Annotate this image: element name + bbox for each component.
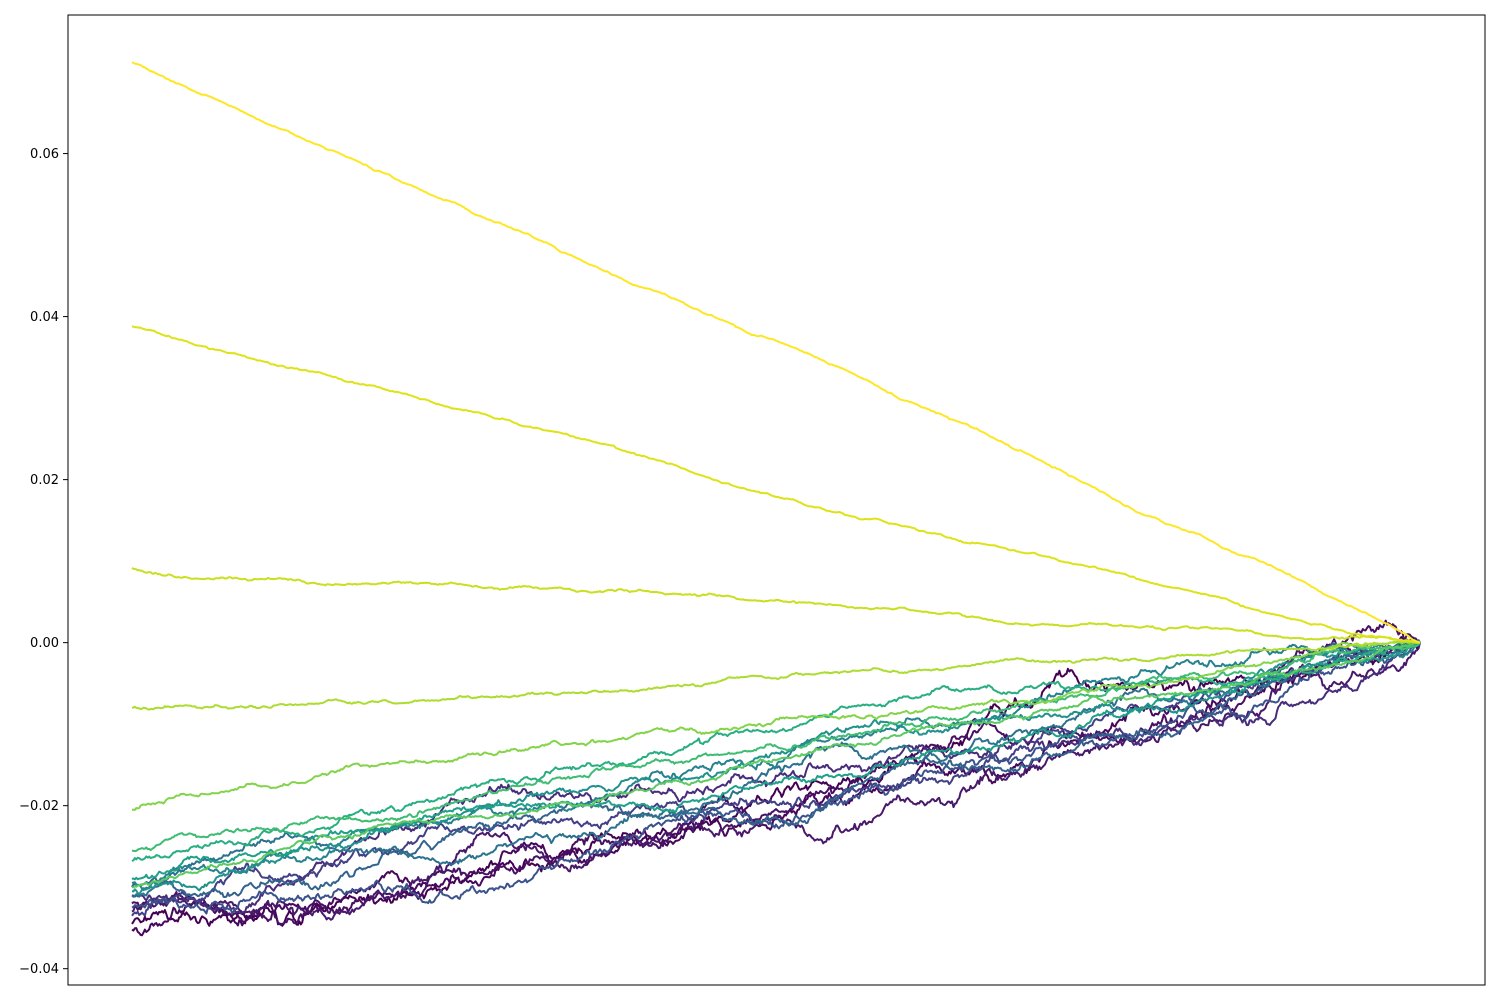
y-tick-label: −0.04 (19, 962, 59, 977)
series-line-1 (131, 641, 1421, 927)
y-tick-label: 0.04 (30, 310, 59, 325)
series-line-7 (131, 641, 1421, 915)
series-line-15 (131, 640, 1421, 889)
series-line-11 (131, 640, 1421, 896)
series-lines (131, 61, 1421, 937)
series-line-20 (131, 61, 1421, 644)
series-line-16 (131, 639, 1421, 811)
series-line-4 (131, 642, 1421, 921)
y-tick-label: 0.00 (30, 636, 59, 651)
series-line-14 (131, 641, 1421, 853)
series-line-18 (131, 566, 1421, 644)
y-tick-label: −0.02 (19, 799, 59, 814)
series-line-19 (131, 325, 1421, 644)
series-line-17 (131, 640, 1421, 711)
series-line-12 (131, 641, 1421, 881)
plot-frame (67, 14, 1486, 986)
series-line-5 (131, 641, 1421, 915)
y-tick-label: 0.02 (30, 473, 59, 488)
series-line-8 (131, 641, 1421, 898)
y-tick-label: 0.06 (30, 147, 59, 162)
series-line-13 (131, 641, 1421, 862)
y-axis: −0.04 −0.02 0.00 0.02 0.04 0.06 (19, 147, 68, 977)
series-line-10 (131, 642, 1421, 890)
